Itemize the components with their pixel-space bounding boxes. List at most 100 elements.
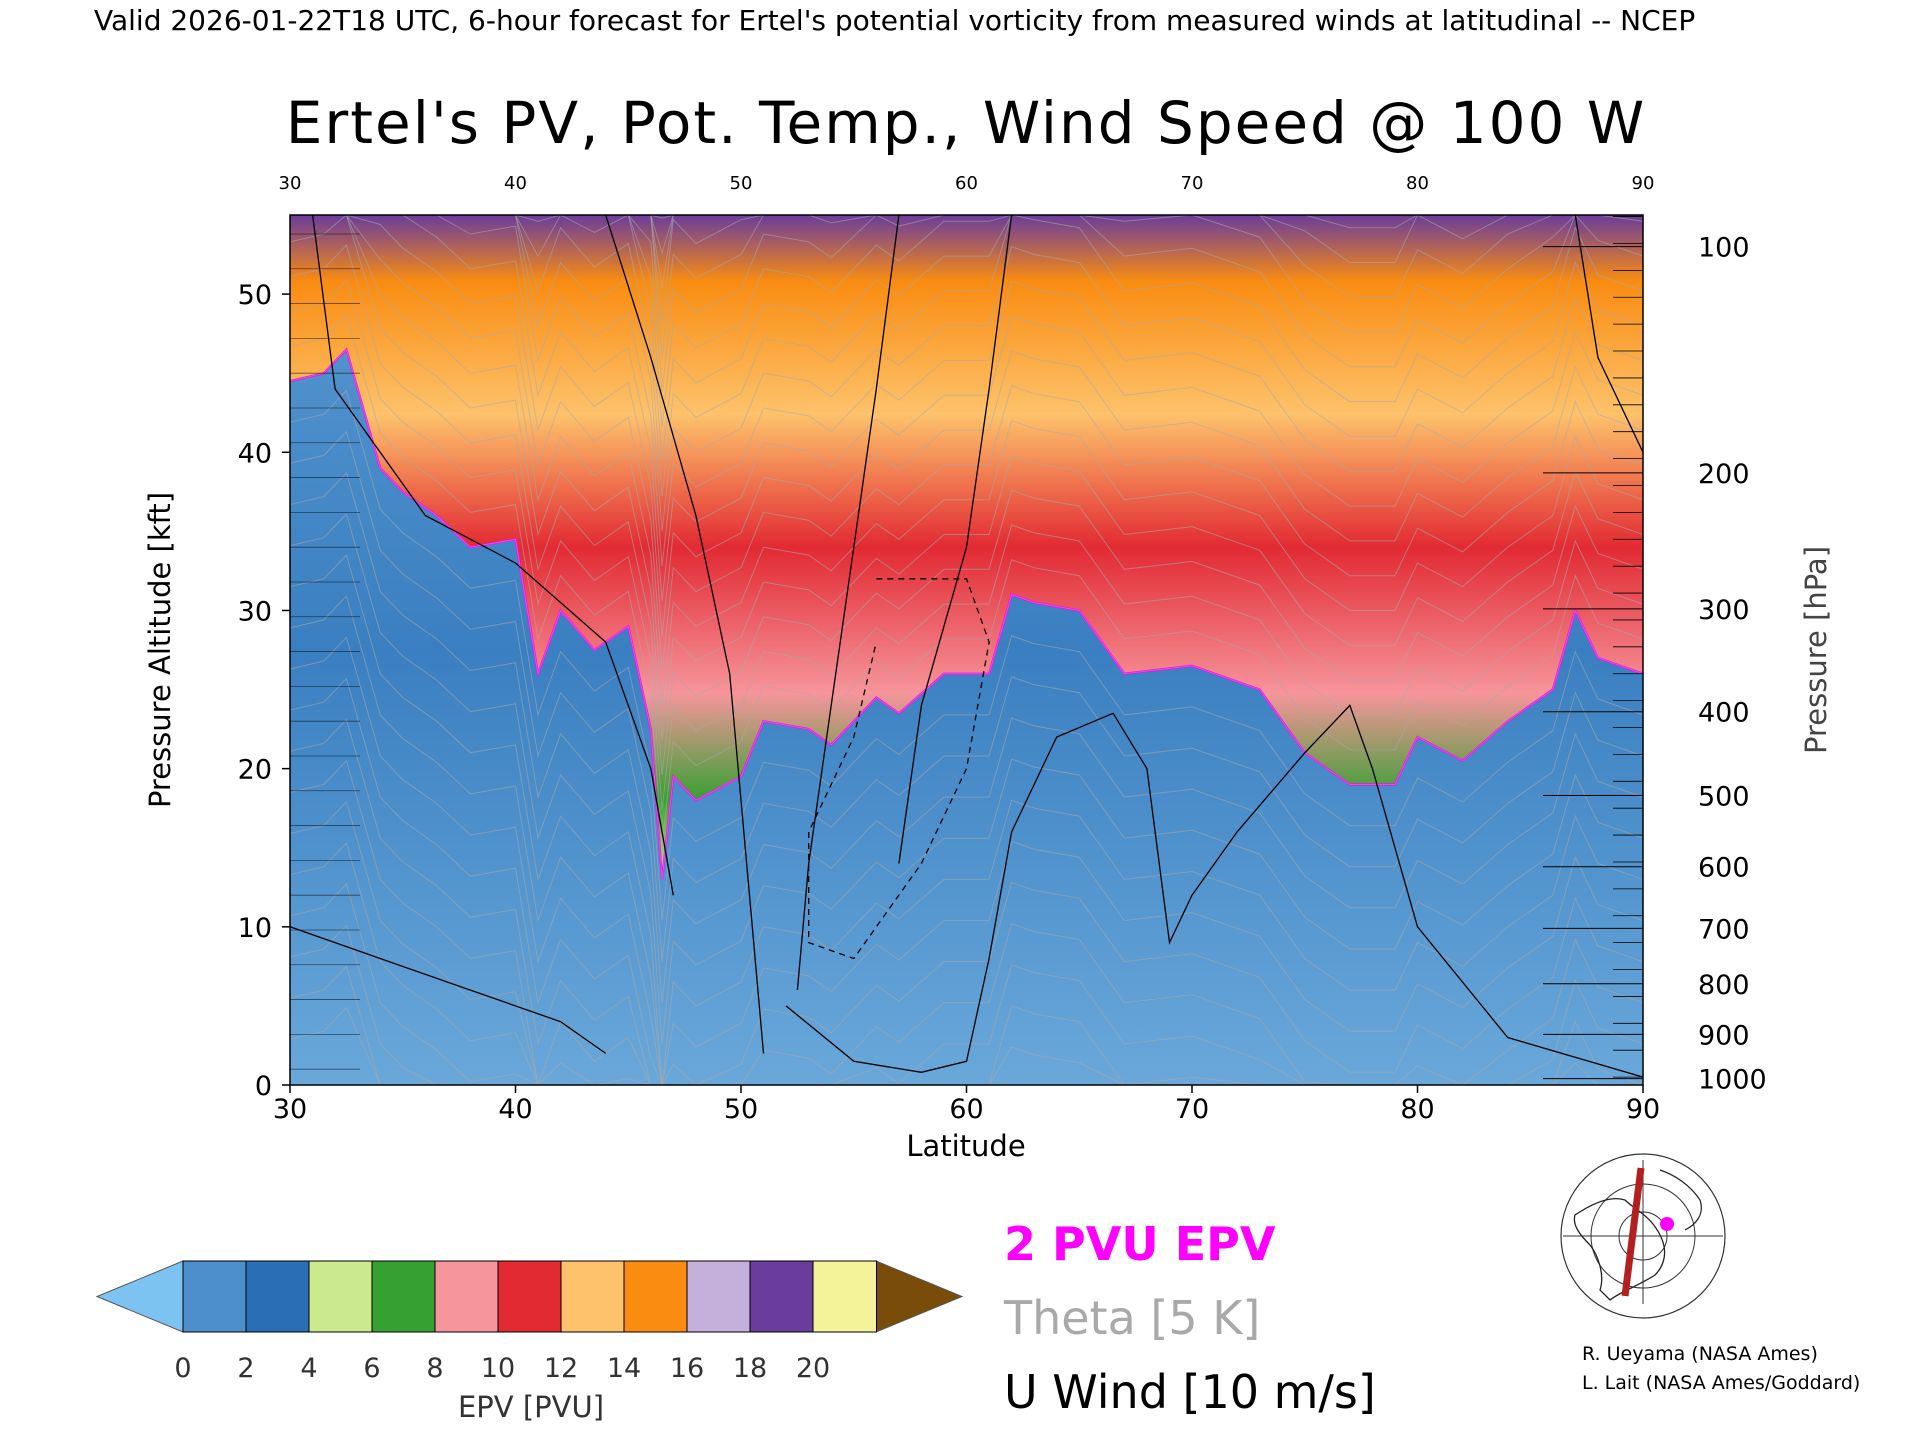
theta-contour (290, 842, 1643, 1085)
map-section-line (1621, 1167, 1645, 1297)
pressure-tick-label: 600 (1698, 853, 1750, 884)
y-tick-label: 0 (255, 1071, 272, 1102)
colorbar-tick-label: 0 (174, 1353, 191, 1384)
u-wind-contours (290, 215, 1643, 1078)
credit-lait: L. Lait (NASA Ames/Goddard) (1582, 1372, 1860, 1394)
x-tick-label: 90 (1626, 1094, 1660, 1125)
colorbar-tick-label: 18 (733, 1353, 767, 1384)
colorbar-segment (686, 1260, 751, 1333)
colorbar-tick-label: 2 (237, 1353, 254, 1384)
theta-contour (290, 313, 1643, 845)
theta-contour (290, 215, 1643, 323)
theta-contour (290, 215, 1643, 428)
theta-contour (290, 215, 1643, 741)
x-axis-top: 30 40 50 60 70 80 90 (279, 173, 1655, 194)
colorbar-tick-label: 8 (426, 1353, 443, 1384)
u-wind-contour (785, 704, 1643, 1078)
theta-contour (290, 554, 1643, 1085)
pressure-tick-label: 300 (1698, 595, 1750, 626)
u-wind-contour (796, 215, 900, 991)
map-location-marker (1660, 1217, 1674, 1231)
colorbar-tick-label: 14 (607, 1353, 641, 1384)
colorbar-under-arrow (95, 1260, 184, 1333)
colorbar-tick-label: 12 (544, 1353, 578, 1384)
x-axis: 30 40 50 60 70 80 90 (273, 1085, 1660, 1125)
theta-contour (290, 244, 1643, 776)
theta-contour (290, 759, 1643, 1085)
theta-contour (290, 883, 1643, 1085)
colorbar-tick-label: 20 (796, 1353, 830, 1384)
pressure-tick-label: 500 (1698, 782, 1750, 813)
theta-contour (290, 677, 1643, 1085)
x-top-tick-label: 90 (1632, 173, 1655, 194)
colorbar-tick-label: 10 (481, 1353, 515, 1384)
pressure-tick-label: 700 (1698, 914, 1750, 945)
colorbar-segment (371, 1260, 436, 1333)
u-wind-contour (1574, 215, 1643, 453)
x-top-tick-label: 80 (1406, 173, 1429, 194)
pressure-tick-label: 1000 (1698, 1065, 1767, 1096)
theta-contour (290, 215, 1643, 462)
x-tick-label: 40 (498, 1094, 532, 1125)
colorbar-tick-label: 6 (363, 1353, 380, 1384)
u-wind-contour (290, 926, 607, 1054)
x-top-tick-label: 70 (1181, 173, 1204, 194)
pressure-axis-label: Pressure [hPa] (1799, 546, 1833, 754)
theta-contour (290, 215, 1643, 393)
y-axis: 0 10 20 30 40 50 (238, 233, 360, 1102)
chart-title: Ertel's PV, Pot. Temp., Wind Speed @ 100… (286, 89, 1646, 157)
y-axis-label: Pressure Altitude [kft] (143, 492, 177, 808)
colorbar-over-arrow (875, 1260, 964, 1333)
theta-contours (290, 215, 1643, 1085)
colorbar-segment (812, 1260, 877, 1333)
map-coastline (1573, 1198, 1666, 1301)
plot-area (289, 214, 1644, 1086)
colorbar-segment (560, 1260, 625, 1333)
map-latitude-circle (1560, 1153, 1726, 1319)
x-axis-label: Latitude (906, 1129, 1025, 1163)
x-tick-label: 80 (1400, 1094, 1434, 1125)
theta-contour (290, 215, 1643, 602)
x-top-tick-label: 50 (730, 173, 753, 194)
colorbar-segment (308, 1260, 373, 1333)
x-top-tick-label: 60 (955, 173, 978, 194)
map-coastline (1659, 1169, 1702, 1231)
pressure-tick-label: 100 (1698, 233, 1750, 264)
pressure-tick-label: 900 (1698, 1020, 1750, 1051)
y-tick-label: 40 (238, 438, 272, 469)
colorbar-tick-label: 4 (300, 1353, 317, 1384)
colorbar-segment (182, 1260, 247, 1333)
theta-contour (290, 215, 1643, 497)
colorbar-segment (497, 1260, 562, 1333)
y-tick-label: 20 (238, 755, 272, 786)
x-tick-label: 70 (1175, 1094, 1209, 1125)
y-tick-label: 50 (238, 280, 272, 311)
colorbar-segment (749, 1260, 814, 1333)
x-tick-label: 50 (724, 1094, 758, 1125)
colorbar: 0 2 4 6 8 10 12 14 16 18 20 (95, 1260, 964, 1384)
theta-contour (290, 513, 1643, 1044)
legend-theta: Theta [5 K] (1003, 1291, 1260, 1345)
credit-ueyama: R. Ueyama (NASA Ames) (1582, 1343, 1818, 1365)
theta-contour (290, 800, 1643, 1085)
pressure-axis: 100 200 300 400 500 600 700 800 900 1000 (1543, 216, 1767, 1096)
x-tick-label: 30 (273, 1094, 307, 1125)
theta-contour (290, 215, 1643, 358)
y-tick-label: 30 (238, 596, 272, 627)
legend-u-wind: U Wind [10 m/s] (1004, 1365, 1376, 1419)
x-top-tick-label: 30 (279, 173, 302, 194)
u-wind-contour (311, 215, 674, 896)
theta-contour (290, 215, 1643, 671)
theta-contour (290, 595, 1643, 1085)
colorbar-segment (434, 1260, 499, 1333)
y-tick-label: 10 (238, 913, 272, 944)
theta-contour (290, 389, 1643, 921)
colorbar-tick-label: 16 (670, 1353, 704, 1384)
x-top-tick-label: 40 (504, 173, 527, 194)
colorbar-segment (623, 1260, 688, 1333)
colorbar-label: EPV [PVU] (458, 1390, 604, 1424)
legend-pv-2pvu: 2 PVU EPV (1004, 1217, 1276, 1271)
colorbar-segment (245, 1260, 310, 1333)
theta-contour (290, 215, 1643, 636)
